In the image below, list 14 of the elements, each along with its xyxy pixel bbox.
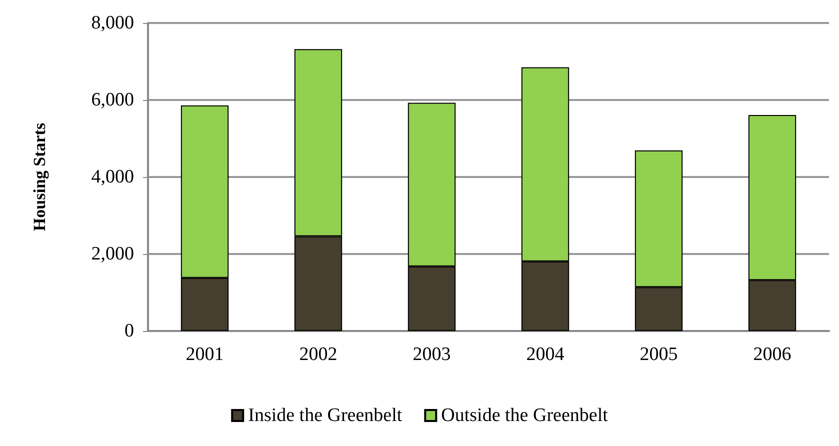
x-tick-label: 2004 [526, 344, 565, 365]
y-tick-label: 8,000 [91, 12, 134, 34]
y-tick-label: 4,000 [91, 166, 134, 188]
legend-label: Inside the Greenbelt [248, 405, 403, 426]
y-tick-label: 2,000 [91, 244, 134, 264]
x-tick-label: 2001 [186, 344, 224, 365]
x-tick-label: 2003 [412, 344, 451, 365]
x-tick-label: 2005 [640, 344, 678, 365]
y-tick-label: 6,000 [91, 90, 134, 110]
x-tick-label: 2006 [753, 344, 792, 365]
y-tick-label: 0 [124, 320, 134, 342]
legend-label: Outside the Greenbelt [441, 405, 609, 426]
y-axis-title: Housing Starts [30, 122, 49, 232]
x-tick-label: 2002 [299, 344, 338, 365]
